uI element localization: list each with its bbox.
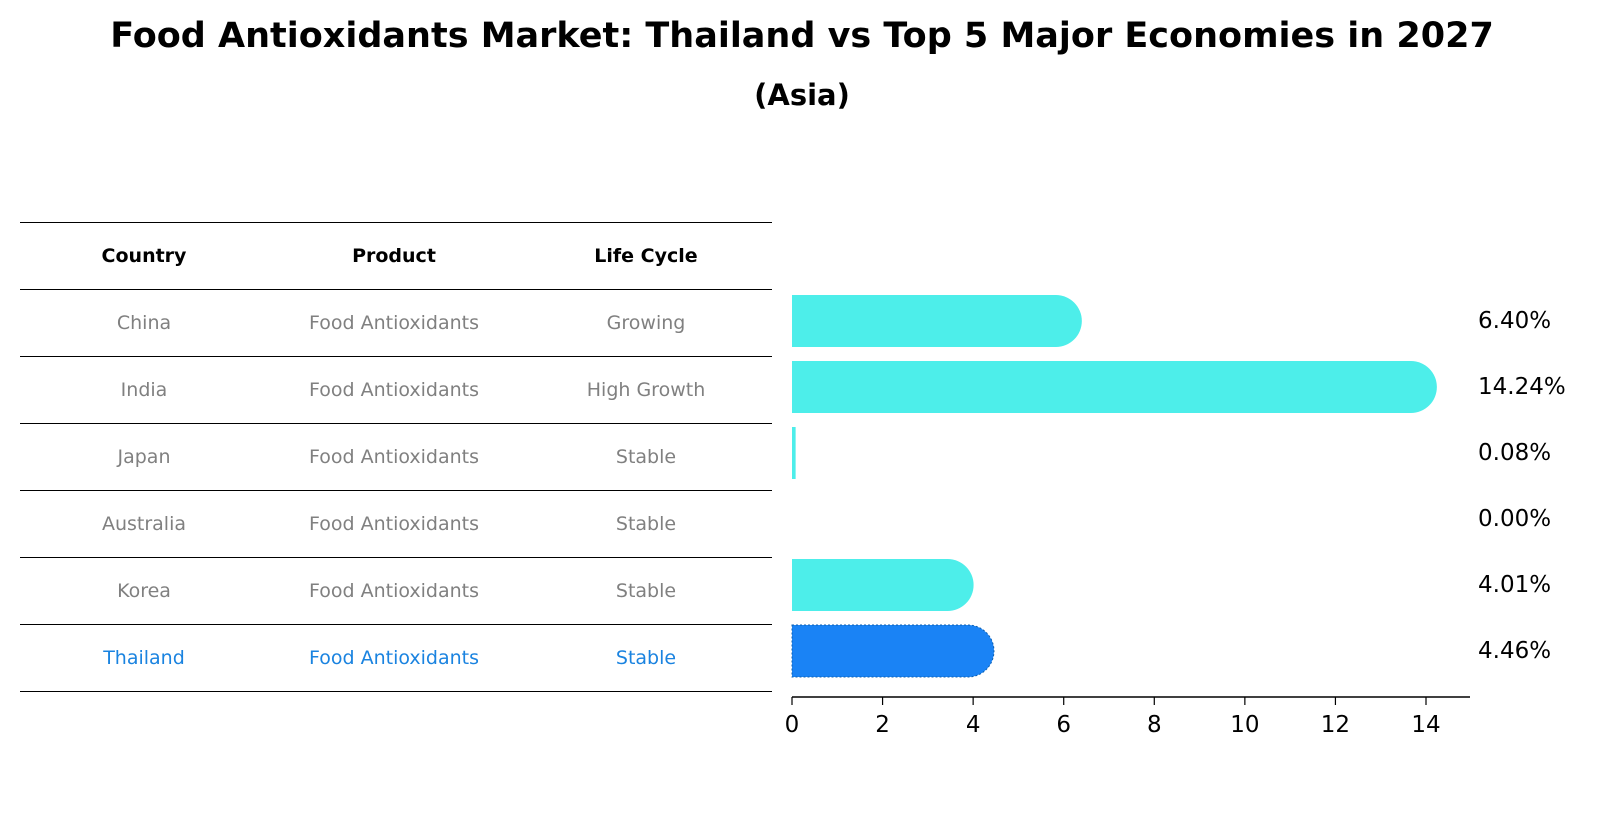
header-country: Country	[101, 245, 187, 267]
chart-subtitle: (Asia)	[754, 78, 850, 112]
bar-korea	[792, 559, 974, 611]
life-cycle-cell: Stable	[615, 580, 677, 602]
x-tick-label-4: 4	[966, 712, 981, 738]
country-cell: Korea	[117, 580, 171, 602]
product-cell: Food Antioxidants	[308, 513, 480, 535]
value-label-australia: 0.00%	[1478, 506, 1551, 532]
country-cell: Australia	[101, 513, 187, 535]
country-cell: Thailand	[103, 647, 185, 669]
product-cell: Food Antioxidants	[308, 647, 480, 669]
x-tick-label-14: 14	[1411, 712, 1440, 738]
x-tick-label-6: 6	[1056, 712, 1071, 738]
header-life-cycle: Life Cycle	[594, 245, 698, 267]
chart-title: Food Antioxidants Market: Thailand vs To…	[110, 16, 1494, 56]
x-tick-label-8: 8	[1147, 712, 1162, 738]
x-tick-label-0: 0	[785, 712, 800, 738]
country-cell: Japan	[117, 446, 171, 468]
country-cell: India	[120, 379, 168, 401]
product-cell: Food Antioxidants	[308, 580, 480, 602]
value-label-thailand: 4.46%	[1478, 638, 1551, 664]
table-row: Australia Food Antioxidants Stable	[20, 490, 772, 557]
bar-china	[792, 295, 1082, 347]
table-row-highlight: Thailand Food Antioxidants Stable	[20, 624, 772, 692]
header-product: Product	[352, 245, 436, 267]
life-cycle-cell: Stable	[615, 446, 677, 468]
table-header-row: Country Product Life Cycle	[20, 222, 772, 289]
life-cycle-cell: High Growth	[586, 379, 706, 401]
product-cell: Food Antioxidants	[308, 446, 480, 468]
product-cell: Food Antioxidants	[308, 312, 480, 334]
product-cell: Food Antioxidants	[308, 379, 480, 401]
x-tick-label-12: 12	[1321, 712, 1350, 738]
value-label-korea: 4.01%	[1478, 572, 1551, 598]
life-cycle-cell: Stable	[615, 647, 677, 669]
value-label-china: 6.40%	[1478, 308, 1551, 334]
life-cycle-cell: Growing	[606, 312, 686, 334]
data-table: Country Product Life Cycle China Food An…	[20, 222, 772, 692]
x-tick-label-2: 2	[875, 712, 890, 738]
x-tick-label-10: 10	[1230, 712, 1259, 738]
table-row: Japan Food Antioxidants Stable	[20, 423, 772, 490]
country-cell: China	[116, 312, 172, 334]
table-row: China Food Antioxidants Growing	[20, 289, 772, 356]
table-row: Korea Food Antioxidants Stable	[20, 557, 772, 624]
bar-india	[792, 361, 1437, 413]
table-row: India Food Antioxidants High Growth	[20, 356, 772, 423]
bar-japan	[792, 427, 796, 479]
value-label-japan: 0.08%	[1478, 440, 1551, 466]
value-label-india: 14.24%	[1478, 374, 1566, 400]
life-cycle-cell: Stable	[615, 513, 677, 535]
bar-thailand	[791, 624, 995, 678]
